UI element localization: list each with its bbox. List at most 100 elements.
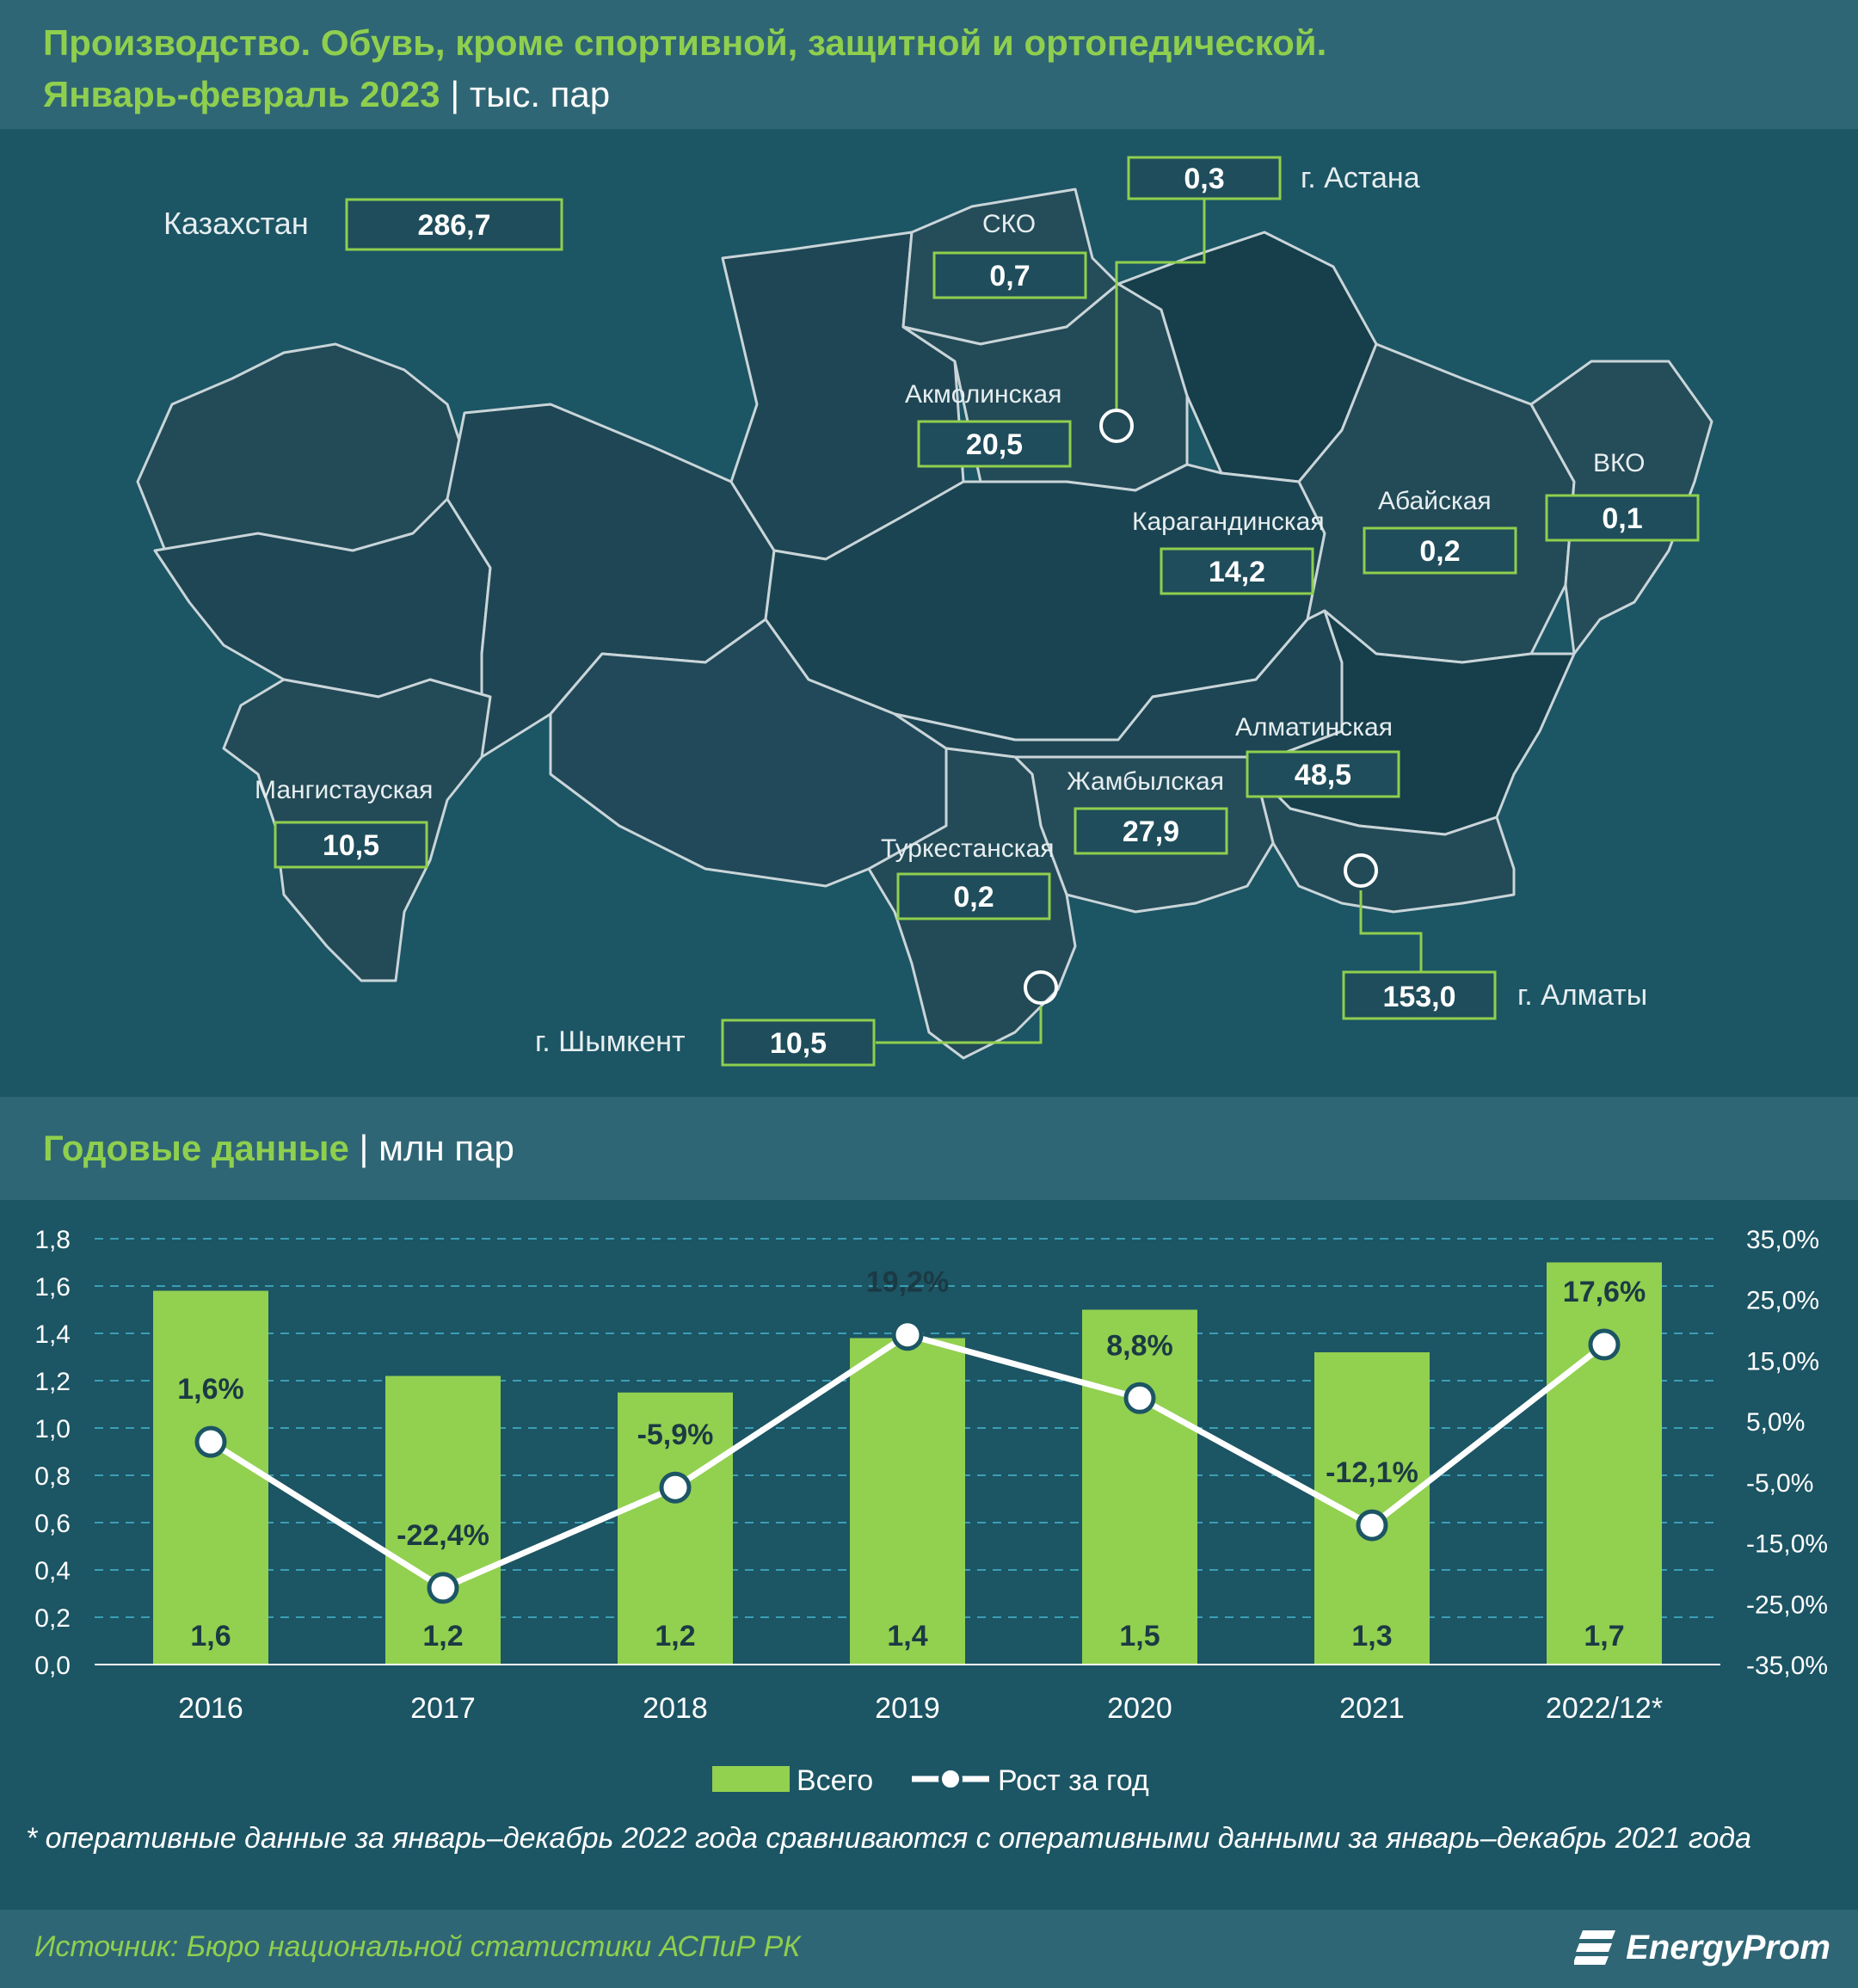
growth-label: -5,9%: [637, 1419, 714, 1451]
growth-point: [1356, 1509, 1388, 1542]
bar: [1547, 1262, 1662, 1665]
bar-label: 1,6: [190, 1620, 231, 1653]
mangystau-label: Мангистауская: [255, 776, 433, 804]
almaty-region-value-box: 48,5: [1246, 750, 1400, 798]
x-axis-tick: 2017: [410, 1692, 476, 1725]
legend-bar-label: Всего: [797, 1764, 873, 1797]
svg-text:153,0: 153,0: [1382, 981, 1455, 1013]
svg-text:48,5: 48,5: [1295, 759, 1351, 791]
svg-text:0,1: 0,1: [1602, 502, 1642, 535]
left-axis-tick: 0,8: [34, 1462, 71, 1491]
bar-label: 1,2: [422, 1620, 463, 1653]
x-axis-tick: 2018: [643, 1692, 708, 1725]
svg-text:20,5: 20,5: [966, 428, 1023, 461]
bar: [385, 1376, 501, 1665]
footnote: * оперативные данные за январь–декабрь 2…: [26, 1822, 1751, 1855]
zhambyl-label: Жамбылская: [1067, 767, 1224, 796]
akmola-label: Акмолинская: [905, 380, 1061, 409]
almaty-city-value-box: 153,0: [1342, 970, 1497, 1020]
bar: [1082, 1309, 1197, 1665]
source-note: Источник: Бюро национальной статистики А…: [34, 1930, 801, 1963]
svg-text:27,9: 27,9: [1123, 816, 1179, 848]
akmola-value-box: 20,5: [917, 420, 1072, 468]
right-axis-tick: -15,0%: [1746, 1530, 1828, 1559]
astana-value-box: 0,3: [1127, 156, 1282, 200]
bar: [153, 1290, 268, 1665]
legend-line-marker: [938, 1767, 963, 1791]
annual-chart: 1,6 1,2 1,2 1,4 1,5 1,3 1,7 1,6% -22,4% -5,9% 19,2…: [34, 1226, 1828, 1797]
right-axis-tick: 35,0%: [1746, 1226, 1819, 1254]
growth-label: 1,6%: [177, 1373, 244, 1406]
title-separator: |: [450, 74, 460, 114]
legend-bar-swatch: [712, 1766, 790, 1792]
energyprom-logo: EnergyProm: [1574, 1927, 1830, 1968]
growth-label: -22,4%: [397, 1519, 489, 1552]
x-axis-tick: 2016: [178, 1692, 243, 1725]
svg-text:0,2: 0,2: [1419, 535, 1460, 568]
left-axis-tick: 0,6: [34, 1510, 71, 1538]
period-label: Январь-февраль 2023: [43, 74, 440, 114]
legend-line-label: Рост за год: [998, 1764, 1149, 1797]
section-title: Годовые данные | млн пар: [43, 1124, 514, 1172]
left-axis-tick: 1,0: [34, 1415, 71, 1443]
section-separator: |: [359, 1128, 369, 1168]
left-axis-tick: 0,2: [34, 1604, 71, 1633]
bar-label: 1,5: [1119, 1620, 1160, 1653]
bar-label: 1,7: [1584, 1620, 1624, 1653]
growth-label: 17,6%: [1563, 1276, 1646, 1308]
section-unit: млн пар: [378, 1128, 514, 1168]
astana-marker: [1099, 409, 1134, 443]
almaty-region-label: Алматинская: [1235, 713, 1393, 742]
svg-text:0,2: 0,2: [953, 881, 994, 914]
shymkent-marker: [1024, 970, 1058, 1005]
growth-point: [659, 1471, 692, 1504]
svg-text:14,2: 14,2: [1209, 556, 1265, 588]
bar-label: 1,3: [1351, 1620, 1392, 1653]
right-axis-tick: 5,0%: [1746, 1408, 1805, 1437]
growth-point: [194, 1425, 227, 1458]
svg-text:286,7: 286,7: [417, 209, 490, 242]
section-header: Годовые данные | млн пар: [0, 1097, 1858, 1200]
growth-label: -12,1%: [1326, 1456, 1418, 1489]
kazakhstan-map: 286,7 0,3 0,7 20,5 14,2 0,2 0,1 48,5: [136, 156, 1713, 1067]
growth-label: 8,8%: [1106, 1329, 1173, 1362]
karaganda-value-box: 14,2: [1160, 547, 1314, 595]
sko-label: СКО: [982, 210, 1036, 238]
growth-point: [891, 1319, 924, 1351]
footer-band: [0, 1910, 1858, 1988]
x-axis-tick: 2019: [875, 1692, 940, 1725]
karaganda-label: Карагандинская: [1132, 508, 1325, 536]
left-axis-tick: 1,2: [34, 1368, 71, 1396]
growth-point: [1588, 1328, 1621, 1361]
almaty-marker: [1344, 853, 1378, 888]
bar-label: 1,2: [655, 1620, 695, 1653]
right-axis-tick: -25,0%: [1746, 1591, 1828, 1619]
mangystau-value-box: 10,5: [274, 821, 428, 869]
kazakhstan-label: Казахстан: [163, 206, 309, 241]
left-axis-tick: 0,4: [34, 1557, 71, 1585]
abai-value-box: 0,2: [1363, 526, 1517, 575]
shymkent-label: г. Шымкент: [535, 1025, 686, 1058]
right-axis-tick: -35,0%: [1746, 1652, 1828, 1680]
abai-label: Абайская: [1378, 487, 1492, 515]
section-title-green: Годовые данные: [43, 1128, 349, 1168]
region-shape-zhetysu: [1254, 772, 1516, 914]
kazakhstan-value-box: 286,7: [345, 198, 563, 251]
bar: [850, 1338, 965, 1665]
right-axis-tick: 25,0%: [1746, 1287, 1819, 1315]
svg-text:0,7: 0,7: [989, 260, 1030, 292]
logo-icon: [1574, 1930, 1616, 1965]
almaty-connector: [1359, 890, 1423, 972]
unit-label: тыс. пар: [469, 74, 611, 114]
sko-value-box: 0,7: [932, 251, 1087, 299]
bar-label: 1,4: [887, 1620, 927, 1653]
left-axis-tick: 0,0: [34, 1652, 71, 1680]
vko-label: ВКО: [1593, 449, 1645, 477]
right-axis-tick: -5,0%: [1746, 1469, 1813, 1498]
zhambyl-value-box: 27,9: [1074, 807, 1228, 855]
left-axis-tick: 1,4: [34, 1320, 71, 1349]
left-axis-tick: 1,6: [34, 1273, 71, 1302]
turkestan-value-box: 0,2: [896, 872, 1051, 920]
growth-point: [1123, 1382, 1156, 1414]
bar: [1314, 1352, 1430, 1665]
